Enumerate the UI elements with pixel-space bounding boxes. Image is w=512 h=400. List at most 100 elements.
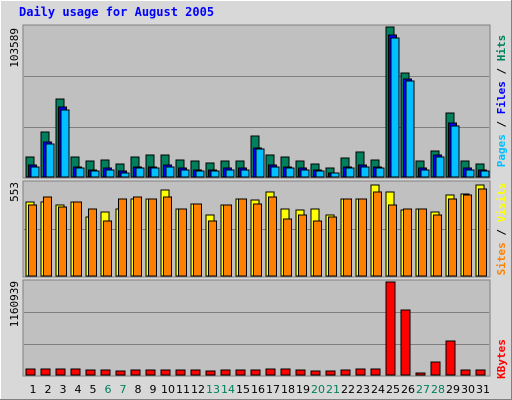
sites-bar — [478, 188, 487, 277]
pages-bar — [150, 167, 160, 178]
pages-bar — [450, 125, 460, 178]
sites-bar — [223, 204, 232, 277]
sites-bar — [298, 214, 307, 277]
sites-bar — [448, 198, 457, 277]
kbytes-bar — [280, 368, 291, 376]
pages-bar — [180, 169, 190, 178]
sites-bar — [328, 216, 337, 277]
sites-bar — [343, 198, 352, 277]
day-label: 22 — [341, 383, 355, 396]
day-label: 25 — [386, 383, 400, 396]
sites-bar — [403, 208, 412, 277]
panel2-legend: Sites / Visits — [495, 183, 508, 276]
kbytes-bar — [40, 368, 51, 376]
panel1-bars — [25, 26, 490, 178]
pages-bar — [225, 169, 235, 178]
kbytes-bar — [460, 369, 471, 376]
pages-bar — [420, 169, 430, 178]
chart-title: Daily usage for August 2005 — [19, 5, 214, 19]
day-label: 17 — [266, 383, 280, 396]
day-label: 14 — [221, 383, 235, 396]
kbytes-bar — [295, 369, 306, 376]
sites-bar — [73, 201, 82, 277]
sites-bar — [133, 196, 142, 277]
day-label: 3 — [60, 383, 67, 396]
pages-bar — [390, 37, 400, 178]
sites-bar — [418, 208, 427, 277]
sites-bar — [313, 220, 322, 277]
kbytes-bar — [205, 370, 216, 376]
day-label: 19 — [296, 383, 310, 396]
kbytes-bar — [190, 369, 201, 376]
legend-part: Sites — [495, 242, 508, 275]
sites-bar — [193, 203, 202, 277]
x-axis-labels: 1 2 3 4 5 6 7 8 9 10 11 12 13 14 15 16 17 18 19 20 21 22 23 24 2… — [30, 383, 491, 396]
sites-bar — [148, 198, 157, 277]
sites-bar — [103, 220, 112, 277]
pages-bar — [45, 143, 55, 178]
sites-bar — [43, 196, 52, 277]
kbytes-bar — [355, 368, 366, 376]
sites-bar — [463, 194, 472, 277]
kbytes-bar — [430, 361, 441, 376]
sites-bar — [373, 191, 382, 277]
pages-bar — [300, 169, 310, 178]
sites-bar — [253, 203, 262, 277]
legend-part: Visits — [495, 183, 508, 223]
pages-bar — [465, 169, 475, 178]
kbytes-bar — [325, 370, 336, 376]
day-label: 13 — [206, 383, 220, 396]
legend-part: KBytes — [495, 339, 508, 379]
panel2-max-label: 553 — [8, 182, 21, 202]
sites-bar — [178, 208, 187, 277]
day-label: 8 — [135, 383, 142, 396]
sites-bar — [58, 206, 67, 277]
day-label: 15 — [236, 383, 250, 396]
day-label: 29 — [446, 383, 460, 396]
kbytes-bar — [385, 281, 396, 376]
kbytes-bar — [250, 369, 261, 376]
day-label: 10 — [161, 383, 175, 396]
pages-bar — [120, 172, 130, 178]
day-label: 27 — [416, 383, 430, 396]
day-label: 11 — [176, 383, 190, 396]
pages-bar — [315, 170, 325, 178]
pages-bar — [135, 167, 145, 178]
kbytes-bar — [400, 309, 411, 376]
legend-part: Hits — [495, 35, 508, 62]
day-label: 7 — [120, 383, 127, 396]
pages-bar — [270, 166, 280, 178]
pages-bar — [165, 166, 175, 178]
panel3-bars — [25, 281, 486, 376]
day-label: 31 — [476, 383, 490, 396]
pages-bar — [360, 166, 370, 178]
kbytes-bar — [475, 369, 486, 376]
day-label: 16 — [251, 383, 265, 396]
pages-bar — [30, 166, 40, 178]
kbytes-bar — [85, 369, 96, 376]
kbytes-bar — [445, 340, 456, 376]
sites-bar — [388, 204, 397, 277]
sites-bar — [208, 220, 217, 277]
kbytes-bar — [130, 369, 141, 376]
day-label: 5 — [90, 383, 97, 396]
panel1-legend: Pages / Files / Hits — [495, 35, 508, 168]
sites-bar — [88, 208, 97, 277]
day-label: 12 — [191, 383, 205, 396]
panel2-bars — [25, 184, 487, 277]
sites-bar — [238, 198, 247, 277]
day-label: 9 — [150, 383, 157, 396]
pages-bar — [195, 170, 205, 178]
kbytes-bar — [340, 369, 351, 376]
sites-bar — [163, 196, 172, 277]
day-label: 28 — [431, 383, 445, 396]
legend-part: Files — [495, 81, 508, 114]
legend-part: / — [495, 61, 508, 81]
day-label: 20 — [311, 383, 325, 396]
legend-part: / — [495, 114, 508, 134]
day-label: 30 — [461, 383, 475, 396]
panel3-max-label: 1160939 — [8, 281, 21, 327]
sites-bar — [268, 196, 277, 277]
panel3-legend: KBytes — [495, 339, 508, 379]
sites-bar — [28, 204, 37, 277]
